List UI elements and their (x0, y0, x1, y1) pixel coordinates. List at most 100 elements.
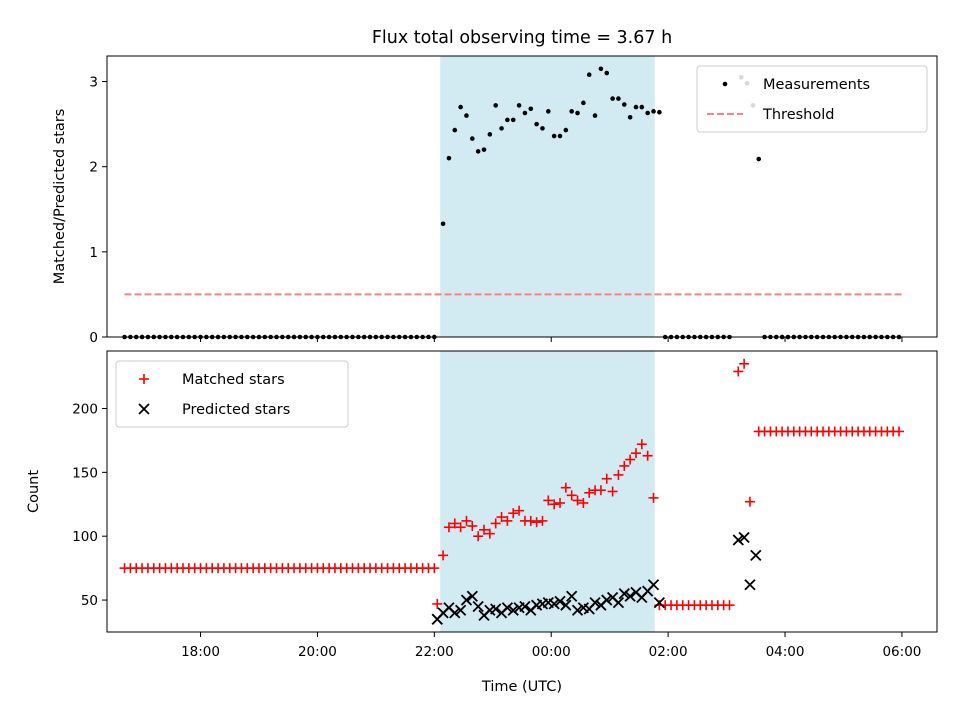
plus-marker-124 (625, 454, 636, 465)
x-marker-41 (738, 531, 750, 544)
ratio-legend-label-1: Threshold (762, 107, 834, 123)
dot-marker-102 (510, 117, 516, 123)
plus-marker-120 (601, 473, 612, 484)
ratio-y-tick-label-2: 2 (89, 160, 98, 176)
dot-marker-99 (493, 103, 498, 108)
x-marker-11 (490, 603, 502, 615)
dot-marker-107 (540, 126, 545, 131)
ratio-y-axis-label: Matched/Predicted stars (52, 109, 68, 285)
plus-marker-65 (724, 600, 735, 611)
plus-marker-96 (461, 515, 472, 526)
dot-marker-93 (458, 104, 463, 110)
counts-legend: Matched stars Predicted stars (115, 360, 349, 428)
dot-marker-117 (598, 66, 604, 72)
x-marker-8-b (472, 600, 484, 613)
dot-marker-110 (557, 133, 563, 139)
plus-marker-102 (496, 512, 507, 523)
counts-y-tick-label-2: 150 (72, 465, 98, 481)
x-marker-43-b (750, 549, 762, 562)
dot-marker-125 (645, 110, 650, 116)
x-marker-6-b (460, 594, 473, 606)
x-marker-14 (507, 604, 519, 616)
x-marker-24 (566, 590, 578, 602)
ratio-legend-box (696, 65, 928, 133)
plus-marker-123 (619, 460, 630, 471)
x-marker-40 (732, 534, 744, 546)
x-marker-5 (454, 604, 467, 616)
counts-frame (106, 350, 938, 633)
plus-marker-98 (473, 531, 484, 542)
x-marker-26-b (577, 602, 590, 614)
x-marker-7 (466, 590, 478, 602)
ratio-observing-window (440, 56, 655, 337)
plus-marker-100 (484, 528, 495, 539)
x-marker-13-b (501, 602, 514, 614)
x-tick-label-3: 00:00 (532, 644, 571, 660)
dot-marker-114 (581, 100, 586, 106)
plus-marker-94 (449, 518, 460, 529)
counts-y-tick-label-3: 200 (72, 401, 98, 417)
plus-marker-128 (648, 492, 659, 503)
x-marker-4 (449, 607, 461, 619)
x-tick-label-1: 20:00 (298, 644, 337, 660)
plus-marker-131 (739, 358, 750, 369)
x-tick-label-0: 18:00 (181, 644, 220, 660)
counts-legend-label-1: Predicted stars (182, 402, 290, 418)
plus-marker-114 (566, 490, 577, 501)
plus-marker-115 (572, 495, 583, 506)
dot-marker-109 (551, 133, 557, 139)
x-marker-13 (501, 602, 514, 614)
dot-marker-124 (639, 104, 645, 110)
plus-marker-97 (467, 520, 478, 531)
ratio-panel: 0 1 2 3 Matched/Predicted stars Measurements T… (52, 55, 938, 346)
dot-marker-96 (475, 149, 481, 154)
x-marker-30-b (601, 594, 613, 606)
counts-legend-box (115, 360, 349, 428)
dot-marker-112 (569, 109, 574, 114)
plus-marker-111 (549, 499, 560, 510)
dot-marker-104 (522, 110, 528, 116)
counts-legend-label-0: Matched stars (182, 372, 285, 388)
dot-marker-111 (563, 127, 569, 133)
dot-marker-131 (756, 156, 762, 162)
plus-marker-103 (502, 515, 513, 526)
counts-y-tick-label-0: 50 (81, 593, 98, 609)
dot-marker-105 (528, 106, 534, 112)
x-marker-32 (612, 596, 625, 609)
ratio-y-tick-label-3: 3 (89, 75, 98, 91)
x-marker-34 (624, 590, 636, 602)
plus-marker-132 (744, 496, 755, 507)
ratio-y-tick-label-1: 1 (89, 245, 98, 261)
ratio-legend: Measurements Threshold (696, 65, 928, 133)
dot-marker-115 (586, 72, 592, 78)
plus-marker-112 (554, 497, 565, 508)
dot-marker-94 (464, 113, 469, 118)
dot-marker-127 (657, 109, 662, 115)
counts-observing-window (440, 351, 655, 632)
x-marker-28-b (589, 596, 601, 609)
x-tick-label-2: 22:00 (415, 644, 454, 660)
dot-marker-120 (616, 96, 621, 101)
counts-y-axis-label: Count (26, 470, 42, 513)
legend-matched-swatch (139, 374, 149, 384)
x-marker-16 (519, 600, 531, 613)
plus-marker-125 (630, 448, 641, 459)
x-marker-31-b (606, 591, 619, 604)
x-marker-22-b (554, 595, 566, 607)
plus-marker-130 (733, 366, 744, 377)
plus-marker-117 (584, 487, 595, 498)
plus-marker-116 (578, 497, 589, 508)
ratio-legend-label-0: Measurements (763, 77, 870, 93)
x-tick-label-5: 04:00 (766, 644, 805, 660)
x-marker-34-b (624, 590, 636, 602)
x-marker-14-b (507, 604, 519, 616)
x-marker-5-b (454, 604, 467, 616)
x-marker-21-b (548, 598, 560, 610)
plus-marker-95 (455, 522, 466, 533)
x-marker-24-b (566, 590, 578, 602)
plus-marker-104 (508, 508, 519, 519)
counts-series-matched-stars (119, 358, 905, 611)
plus-marker-93 (443, 522, 454, 533)
legend-measurements-swatch (722, 81, 728, 87)
